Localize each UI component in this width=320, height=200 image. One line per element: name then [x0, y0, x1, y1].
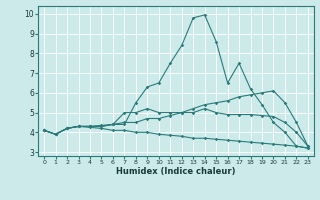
X-axis label: Humidex (Indice chaleur): Humidex (Indice chaleur)	[116, 167, 236, 176]
